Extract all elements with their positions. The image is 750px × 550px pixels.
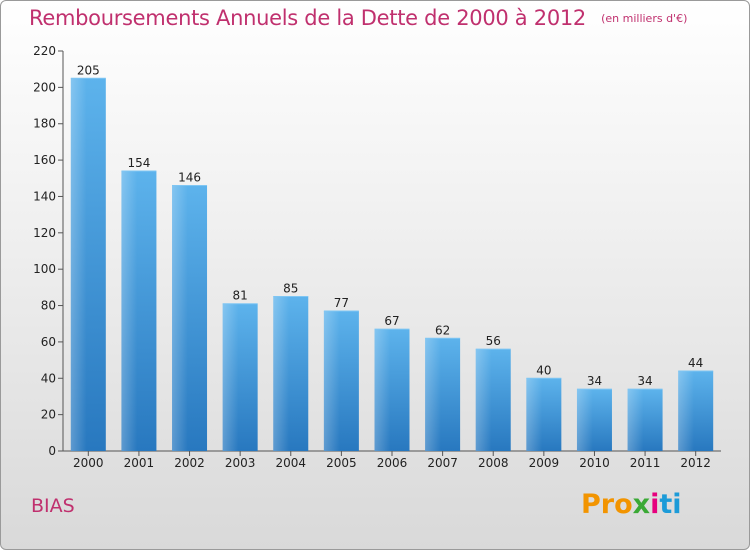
x-tick-label: 2003	[225, 456, 256, 470]
y-tick-label: 60	[41, 335, 56, 349]
logo-part: x	[632, 489, 651, 520]
y-tick-label: 140	[33, 189, 56, 203]
bar-highlight	[678, 371, 694, 451]
y-tick-label: 200	[33, 80, 56, 94]
x-tick-label: 2000	[73, 456, 104, 470]
data-label: 56	[486, 334, 501, 348]
chart-subtitle: (en milliers d'€)	[601, 12, 688, 25]
y-tick-label: 40	[41, 371, 56, 385]
data-label: 34	[637, 374, 652, 388]
y-tick-label: 220	[33, 44, 56, 58]
y-tick-label: 180	[33, 117, 56, 131]
x-tick-label: 2005	[326, 456, 357, 470]
logo-part: Pro	[581, 489, 633, 520]
x-tick-label: 2010	[579, 456, 610, 470]
data-label: 77	[334, 296, 349, 310]
bar-highlight	[526, 378, 543, 451]
data-label: 146	[178, 171, 201, 185]
data-label: 85	[283, 281, 298, 295]
title-row: Remboursements Annuels de la Dette de 20…	[29, 6, 687, 30]
y-tick-label: 100	[33, 262, 56, 276]
bar-highlight	[374, 329, 391, 451]
x-tick-label: 2008	[478, 456, 509, 470]
bar-highlight	[425, 338, 441, 451]
x-tick-label: 2012	[680, 456, 711, 470]
x-tick-label: 2002	[174, 456, 205, 470]
data-label: 81	[233, 289, 248, 303]
x-tick-label: 2006	[377, 456, 408, 470]
data-label: 34	[587, 374, 602, 388]
bar-highlight	[323, 311, 340, 451]
x-tick-label: 2009	[529, 456, 560, 470]
logo-part: ti	[659, 489, 682, 520]
y-tick-label: 160	[33, 153, 56, 167]
bar-highlight	[475, 349, 492, 451]
data-label: 67	[384, 314, 399, 328]
y-tick-label: 120	[33, 226, 56, 240]
data-label: 205	[77, 63, 100, 77]
data-label: 44	[688, 356, 703, 370]
bar-highlight	[70, 78, 87, 451]
x-tick-label: 2004	[275, 456, 306, 470]
bar-highlight	[121, 171, 138, 451]
data-label: 154	[127, 156, 150, 170]
y-tick-label: 20	[41, 408, 56, 422]
chart-title: Remboursements Annuels de la Dette de 20…	[29, 6, 586, 30]
bar-highlight	[627, 389, 644, 451]
data-label: 62	[435, 323, 450, 337]
logo-part: i	[650, 489, 660, 520]
y-tick-label: 0	[48, 444, 56, 458]
x-tick-label: 2011	[630, 456, 661, 470]
bar-highlight	[222, 303, 239, 451]
bar-highlight	[273, 296, 290, 451]
proxiti-logo: Proxiti	[581, 489, 682, 520]
x-tick-label: 2007	[427, 456, 458, 470]
commune-name: BIAS	[31, 495, 75, 517]
bar-highlight	[576, 389, 593, 451]
y-tick-label: 80	[41, 299, 56, 313]
data-label: 40	[536, 363, 551, 377]
x-tick-label: 2001	[124, 456, 155, 470]
bar-highlight	[172, 185, 188, 451]
